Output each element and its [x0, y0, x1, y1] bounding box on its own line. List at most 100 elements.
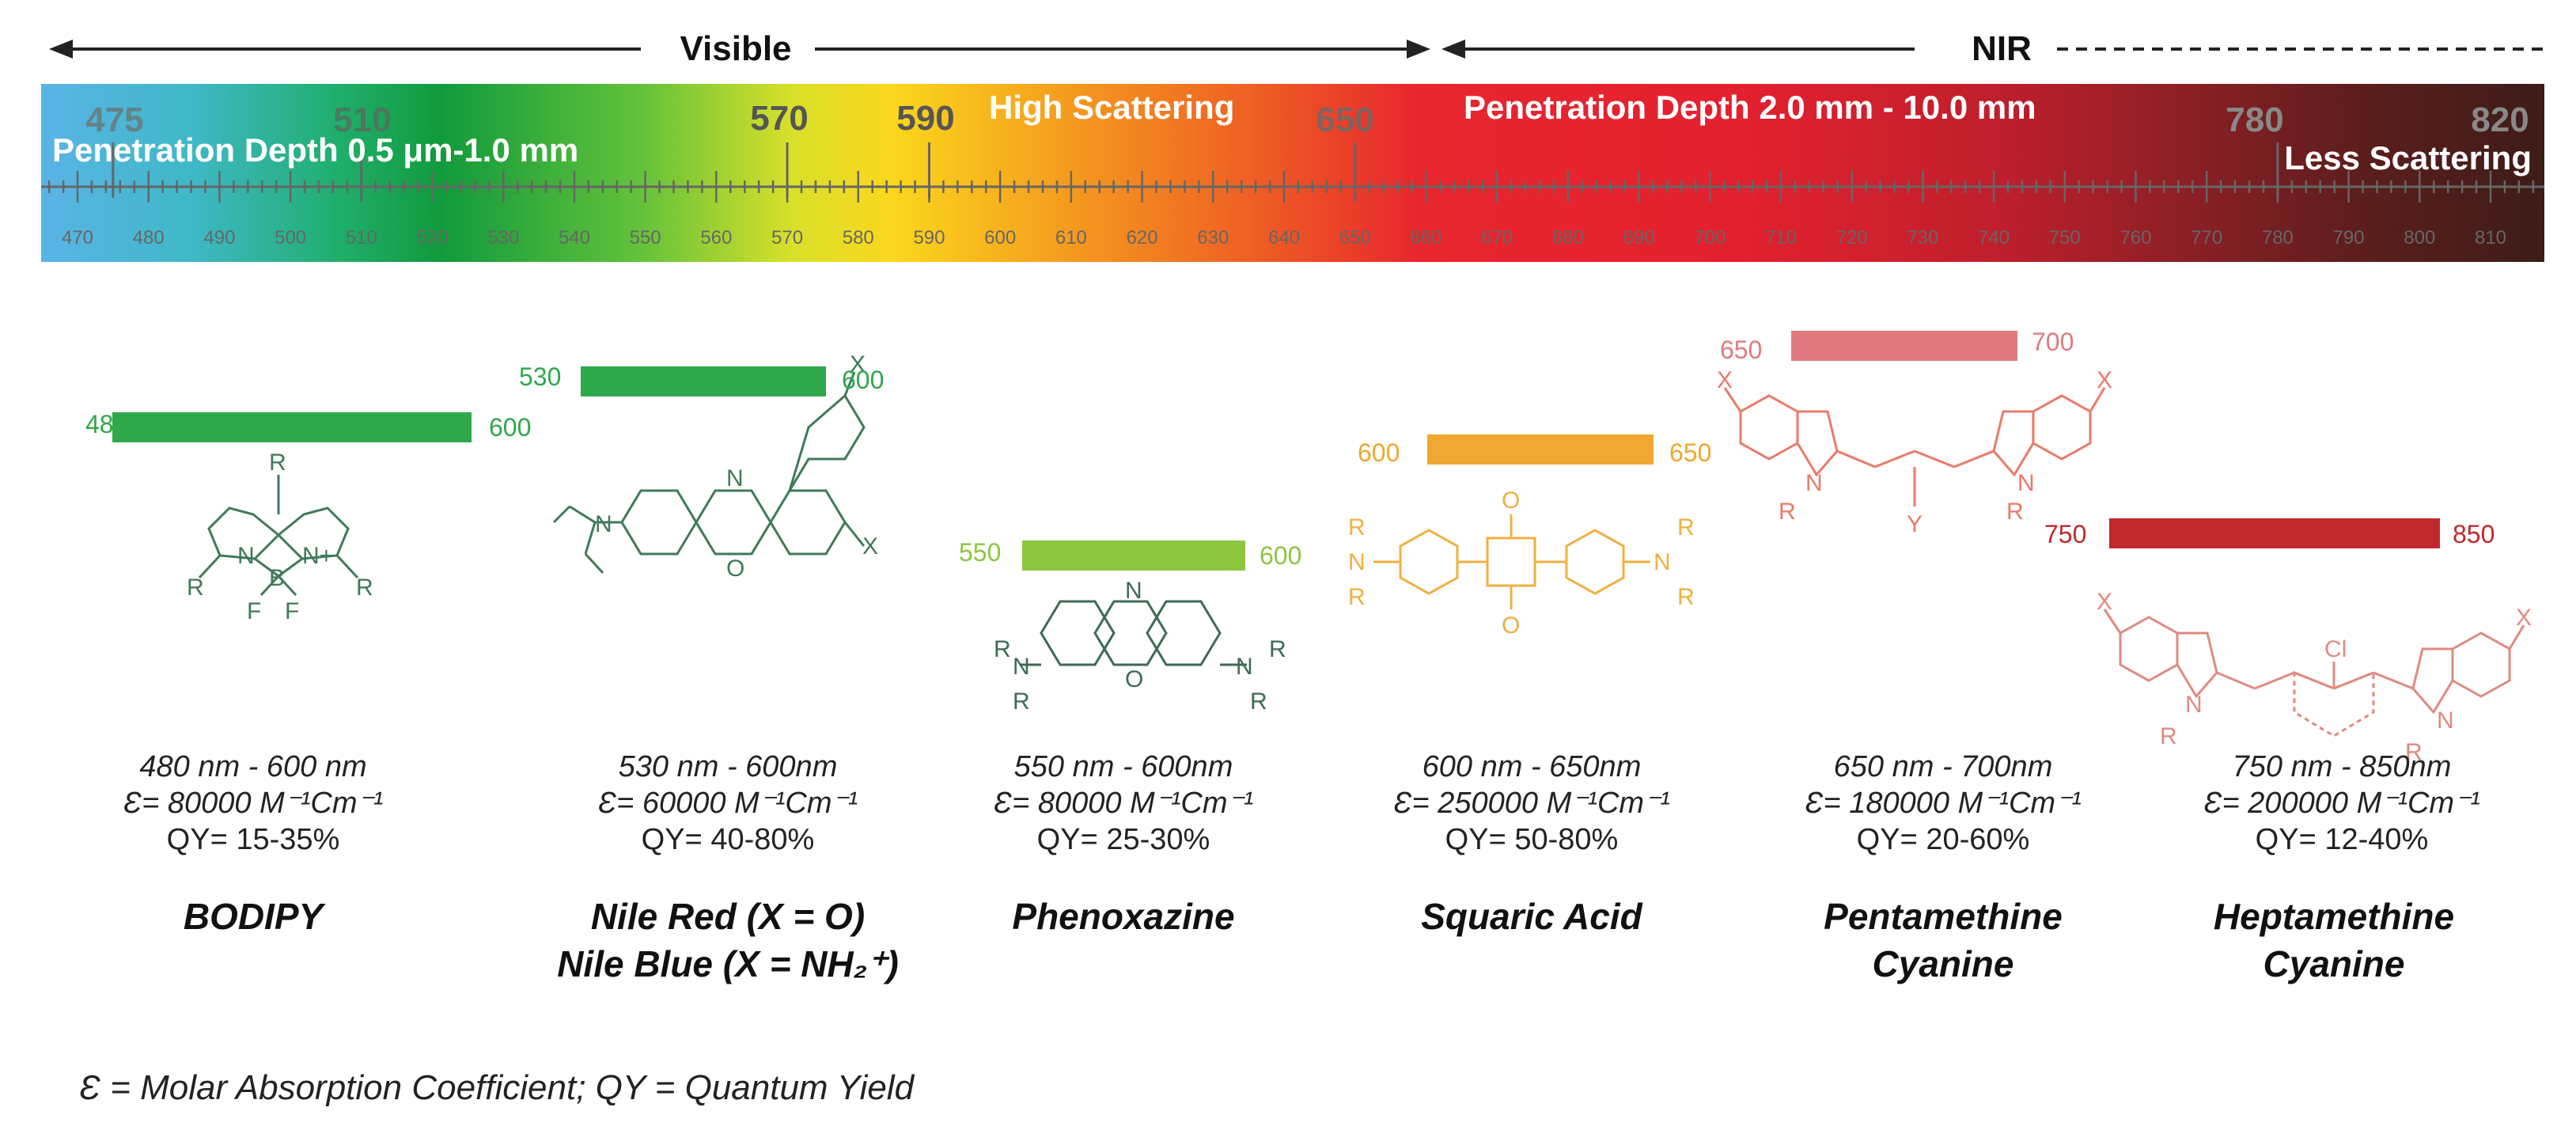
ruler-tick-label: 620 — [1127, 227, 1158, 248]
phenoxazine-properties: 550 nm - 600nm Ɛ= 80000 M⁻¹Cm⁻¹ QY= 25-3… — [918, 749, 1329, 858]
nile-range-end: 600 — [842, 366, 885, 394]
ruler-tick-label: 750 — [2049, 227, 2081, 248]
heptamethine-range-text: 750 nm - 850nm — [2232, 750, 2452, 783]
major-tick-510: 510 — [333, 101, 391, 139]
heptamethine-range-end: 850 — [2453, 520, 2495, 548]
phenoxazine-qy: QY= 25-30% — [1036, 823, 1210, 856]
phenoxazine-name: Phenoxazine — [1012, 896, 1235, 937]
svg-text:N: N — [1348, 549, 1366, 575]
nir-arrow — [1441, 40, 2548, 59]
svg-text:X: X — [2097, 589, 2112, 615]
ruler-tick-label: 490 — [203, 227, 235, 248]
wavelength-ruler: 470 480 490 500 510 520 530 540 550 560 570 580 590 6… — [41, 142, 2544, 248]
pentamethine-name: Pentamethine Cyanine — [1824, 896, 2063, 984]
heptamethine-labels: X X N N R R Cl — [2097, 589, 2532, 765]
pentamethine-labels: X X N N R R Y — [1717, 367, 2112, 537]
phenoxazine-range-end: 600 — [1260, 541, 1302, 570]
bodipy-qy: QY= 15-35% — [166, 823, 340, 856]
pentamethine-epsilon: Ɛ= 180000 M⁻¹Cm⁻¹ — [1805, 787, 2082, 820]
ruler-tick-label: 740 — [1978, 227, 2010, 248]
ruler-tick-label: 730 — [1907, 227, 1938, 248]
svg-text:O: O — [726, 556, 744, 582]
ruler-tick-label: 530 — [487, 227, 519, 248]
squaric-structure — [1373, 514, 1650, 609]
svg-text:O: O — [1125, 666, 1143, 692]
phenoxazine-epsilon: Ɛ= 80000 M⁻¹Cm⁻¹ — [993, 787, 1254, 820]
svg-text:Cl: Cl — [2324, 636, 2347, 662]
ruler-tick-label: 690 — [1623, 227, 1655, 248]
svg-text:R: R — [2405, 739, 2423, 765]
bodipy-labels: R R R N N+ B F F — [187, 449, 373, 624]
svg-text:O: O — [1502, 487, 1520, 514]
heptamethine-range-start: 750 — [2044, 520, 2087, 548]
penetration-nir-label: Penetration Depth 2.0 mm - 10.0 mm — [1464, 89, 2036, 126]
svg-text:N: N — [2185, 692, 2203, 718]
svg-text:F: F — [285, 598, 299, 624]
squaric-properties: 600 nm - 650nm Ɛ= 250000 M⁻¹Cm⁻¹ QY= 50-… — [1326, 749, 1737, 858]
ruler-tick-label: 760 — [2120, 227, 2151, 248]
svg-text:R: R — [1779, 499, 1796, 525]
heptamethine-properties: 750 nm - 850nm Ɛ= 200000 M⁻¹Cm⁻¹ QY= 12-… — [2136, 749, 2548, 858]
svg-text:R: R — [269, 449, 286, 476]
svg-text:X: X — [850, 351, 866, 377]
svg-text:R: R — [2006, 499, 2024, 525]
nile-name: Nile Red (X = O) Nile Blue (X = NH₂⁺) — [557, 896, 899, 984]
ruler-tick-label: 780 — [2262, 227, 2294, 248]
squaric-qy: QY= 50-80% — [1445, 823, 1619, 856]
nile-qy: QY= 40-80% — [641, 823, 815, 856]
bodipy-epsilon: Ɛ= 80000 M⁻¹Cm⁻¹ — [123, 787, 384, 820]
pentamethine-range-text: 650 nm - 700nm — [1833, 750, 2053, 783]
ruler-tick-label: 580 — [843, 227, 874, 248]
heptamethine-ring — [2293, 670, 2375, 738]
heptamethine-qy: QY= 12-40% — [2255, 823, 2429, 856]
ruler-tick-label: 720 — [1836, 227, 1868, 248]
phenoxazine-range-start: 550 — [959, 538, 1002, 567]
major-tick-650: 650 — [1316, 101, 1373, 139]
major-tick-475: 475 — [85, 101, 143, 139]
ruler-tick-label: 550 — [630, 227, 661, 248]
ruler-tick-label: 470 — [62, 227, 93, 248]
ruler-tick-label: 770 — [2191, 227, 2222, 248]
nile-labels: X X N O N — [595, 351, 878, 582]
svg-text:X: X — [1717, 367, 1733, 393]
svg-text:B: B — [269, 565, 285, 591]
footnote: Ɛ = Molar Absorption Coefficient; QY = Q… — [79, 1068, 915, 1107]
ruler-tick-label: 790 — [2333, 227, 2365, 248]
svg-text:X: X — [862, 533, 878, 559]
pentamethine-properties: 650 nm - 700nm Ɛ= 180000 M⁻¹Cm⁻¹ QY= 20-… — [1737, 749, 2149, 858]
svg-text:R: R — [994, 636, 1011, 662]
ruler-tick-label: 650 — [1339, 227, 1371, 248]
heptamethine-structure — [2103, 609, 2525, 715]
ruler-tick-label: 640 — [1268, 227, 1300, 248]
svg-text:N: N — [237, 543, 255, 569]
ruler-tick-label: 480 — [133, 227, 165, 248]
svg-text:N: N — [1125, 578, 1142, 604]
visible-arrow — [49, 40, 1430, 59]
ruler-tick-label: 590 — [913, 227, 945, 248]
svg-text:Y: Y — [1907, 511, 1923, 537]
nile-structure — [552, 371, 866, 575]
squaric-range-start: 600 — [1358, 438, 1400, 467]
bodipy-range-bar — [112, 412, 472, 442]
major-tick-820: 820 — [2471, 101, 2529, 139]
phenoxazine-range-bar — [1022, 540, 1245, 571]
ruler-tick-label: 540 — [559, 227, 590, 248]
ruler-tick-label: 510 — [346, 227, 377, 248]
nile-range-text: 530 nm - 600nm — [618, 750, 838, 783]
phenoxazine-range-text: 550 nm - 600nm — [1013, 750, 1233, 783]
ruler-tick-label: 710 — [1765, 227, 1797, 248]
nile-epsilon: Ɛ= 60000 M⁻¹Cm⁻¹ — [597, 787, 858, 820]
svg-text:R: R — [1677, 584, 1695, 610]
squaric-labels: O O R N R N R R — [1348, 487, 1695, 639]
heptamethine-name: Heptamethine Cyanine — [2213, 896, 2455, 984]
ruler-tick-label: 570 — [771, 227, 803, 248]
svg-text:X: X — [2097, 367, 2112, 393]
bodipy-properties: 480 nm - 600 nm Ɛ= 80000 M⁻¹Cm⁻¹ QY= 15-… — [47, 749, 459, 858]
ruler-tick-label: 630 — [1197, 227, 1229, 248]
squaric-range-bar — [1427, 434, 1654, 465]
major-tick-570: 570 — [750, 99, 808, 138]
svg-text:R: R — [1348, 584, 1366, 610]
ruler-tick-label: 610 — [1055, 227, 1087, 248]
visible-label: Visible — [680, 29, 791, 68]
